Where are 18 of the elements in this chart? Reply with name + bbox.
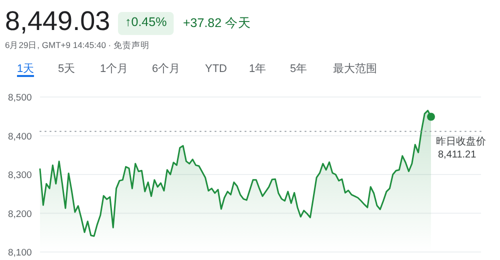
text: 6个月: [152, 63, 180, 75]
ref-line-label: 昨日收盘价 8,411.21: [436, 135, 486, 160]
text: YTD: [205, 63, 228, 75]
y-tick-label: 8,100: [8, 248, 32, 258]
y-tick-label: 8,500: [8, 92, 32, 104]
y-tick-label: 8,200: [8, 208, 32, 220]
text: 1天: [17, 63, 34, 75]
text: 6月29日, GMT+9 14:45:40 · 免责声明: [5, 40, 150, 50]
text: 1个月: [100, 63, 128, 75]
text: 5年: [290, 63, 308, 75]
text: 最大范围: [333, 62, 377, 75]
chart-title: 8,449.03: [5, 6, 110, 36]
text: 5天: [58, 63, 76, 75]
text: 1年: [249, 63, 266, 75]
text: +37.82 今天: [183, 16, 252, 30]
y-tick-label: 8,400: [8, 131, 32, 142]
y-tick-label: 8,300: [8, 170, 32, 181]
text: ↑0.45%: [125, 15, 167, 29]
